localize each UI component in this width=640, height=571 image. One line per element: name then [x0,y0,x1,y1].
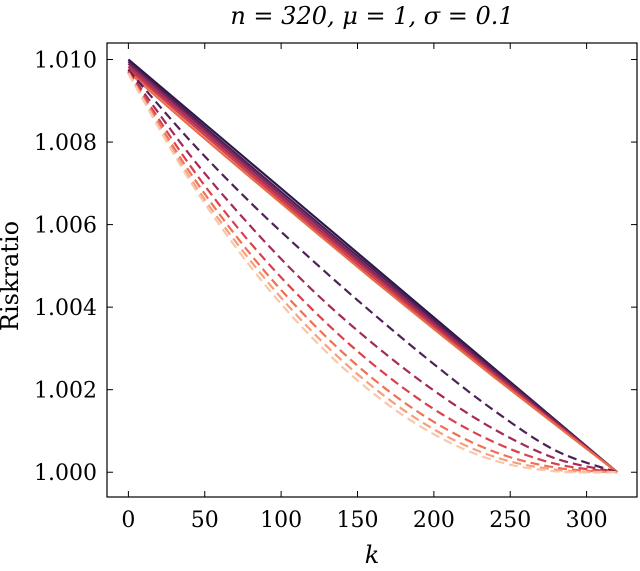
x-tick-label: 150 [336,508,378,533]
dashed-series-line-7 [127,70,618,474]
dashed-series-line-9 [127,72,618,474]
y-tick-label: 1.004 [34,296,97,321]
x-tick-label: 250 [489,508,531,533]
ticks-layer: 0 50 100 150 200 250 300 1.000 1.002 1.004 1.006 1.… [34,43,637,533]
x-axis-label: k [365,541,380,569]
x-tick-label: 50 [191,508,219,533]
series-layer [127,58,618,474]
x-tick-label: 0 [121,508,135,533]
dashed-series-line-10 [127,72,618,474]
dashed-series-line-6 [127,69,618,474]
y-tick-label: 1.006 [34,214,97,239]
dashed-series-line-8 [127,71,618,474]
dashed-series-line-11 [127,72,618,474]
y-tick-label: 1.002 [34,379,97,404]
plot-frame [106,42,638,498]
x-tick-label: 300 [566,508,608,533]
solid-series-line-5 [127,71,618,474]
x-tick-label: 100 [260,508,302,533]
y-tick-label: 1.010 [34,49,97,74]
y-axis-label: Riskratio [0,221,24,331]
y-tick-label: 1.008 [34,131,97,156]
x-tick-label: 200 [413,508,455,533]
y-tick-label: 1.000 [34,461,97,486]
chart-title: n = 320, μ = 1, σ = 0.1 [230,2,513,30]
